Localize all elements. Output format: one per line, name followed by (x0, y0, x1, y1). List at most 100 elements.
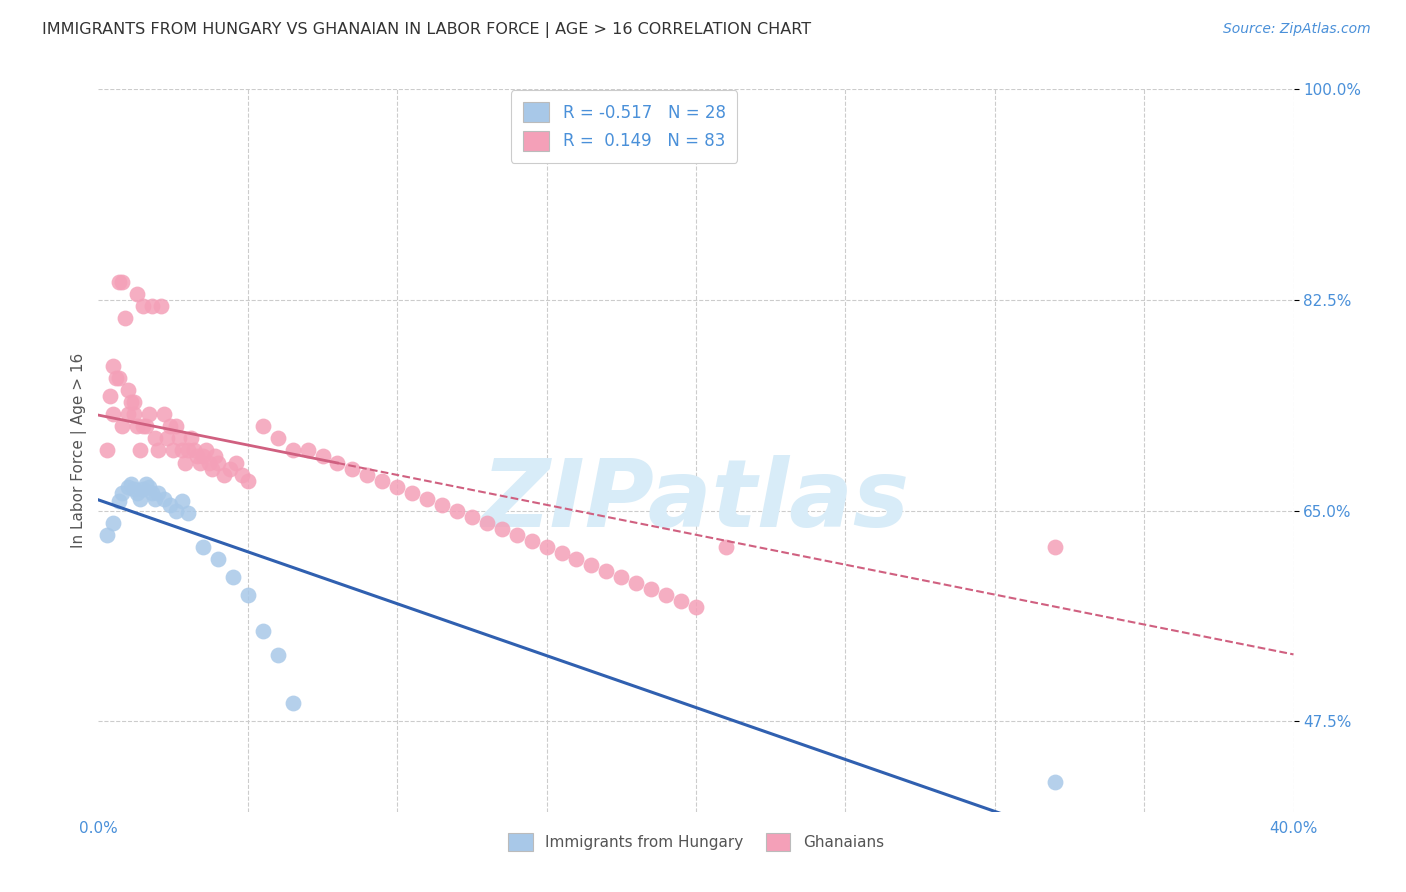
Text: IMMIGRANTS FROM HUNGARY VS GHANAIAN IN LABOR FORCE | AGE > 16 CORRELATION CHART: IMMIGRANTS FROM HUNGARY VS GHANAIAN IN L… (42, 22, 811, 38)
Point (165, 503, 187, 517)
Point (401, 485, 423, 500)
Point (191, 450, 214, 464)
Point (105, 371, 128, 385)
Point (124, 395, 146, 409)
Point (342, 461, 364, 475)
Point (114, 310, 136, 325)
Point (138, 480, 160, 494)
Legend: Immigrants from Hungary, Ghanaians: Immigrants from Hungary, Ghanaians (498, 822, 894, 862)
Point (103, 359, 125, 373)
Point (252, 624, 274, 639)
Point (96, 527, 118, 541)
Point (188, 455, 211, 469)
Point (177, 506, 200, 520)
Point (117, 480, 139, 494)
Point (148, 485, 170, 500)
Point (117, 407, 139, 422)
Point (219, 461, 242, 475)
Text: Source: ZipAtlas.com: Source: ZipAtlas.com (1223, 22, 1371, 37)
Point (461, 509, 484, 524)
Point (108, 494, 131, 508)
Point (127, 419, 149, 434)
Point (281, 697, 304, 711)
Point (311, 450, 333, 464)
Point (252, 419, 274, 434)
Point (225, 455, 247, 469)
Point (581, 558, 603, 572)
Point (475, 516, 498, 530)
Point (669, 594, 692, 608)
Point (153, 407, 176, 422)
Point (135, 477, 157, 491)
Point (212, 467, 235, 482)
Point (174, 455, 197, 469)
Point (172, 443, 194, 458)
Point (124, 407, 146, 422)
Point (132, 482, 155, 496)
Point (626, 576, 648, 591)
Point (550, 546, 572, 560)
Point (141, 485, 163, 500)
Point (685, 600, 707, 615)
Point (191, 540, 214, 554)
Point (610, 570, 633, 584)
Point (159, 419, 181, 434)
Point (156, 431, 179, 445)
Point (127, 485, 149, 500)
Point (167, 431, 190, 445)
Point (120, 477, 142, 491)
Point (281, 443, 304, 458)
Point (204, 450, 226, 464)
Point (201, 461, 224, 475)
Point (267, 431, 290, 445)
Text: ZIPatlas: ZIPatlas (482, 455, 910, 547)
Point (236, 474, 259, 488)
Point (127, 287, 149, 301)
Point (198, 455, 221, 469)
Point (267, 648, 290, 662)
Point (356, 467, 378, 482)
Point (135, 419, 157, 434)
Point (536, 540, 558, 554)
Point (143, 431, 166, 445)
Point (103, 407, 125, 422)
Point (129, 491, 152, 506)
Point (153, 491, 176, 506)
Point (520, 533, 543, 548)
Point (150, 299, 173, 313)
Point (207, 455, 229, 469)
Point (103, 516, 125, 530)
Point (132, 419, 155, 434)
Point (491, 522, 513, 536)
Point (506, 527, 529, 541)
Point (138, 407, 160, 422)
Point (120, 395, 142, 409)
Point (446, 503, 468, 517)
Point (141, 299, 163, 313)
Point (129, 443, 152, 458)
Point (371, 474, 394, 488)
Point (165, 419, 187, 434)
Point (430, 498, 453, 512)
Point (162, 443, 184, 458)
Point (640, 582, 662, 596)
Point (159, 498, 181, 512)
Point (207, 551, 229, 566)
Point (195, 443, 218, 458)
Point (231, 467, 253, 482)
Point (416, 491, 439, 506)
Point (132, 299, 155, 313)
Point (117, 384, 139, 398)
Point (326, 455, 349, 469)
Point (108, 371, 131, 385)
Point (565, 551, 588, 566)
Point (595, 564, 617, 578)
Point (111, 419, 134, 434)
Point (1043, 540, 1066, 554)
Point (177, 443, 200, 458)
Point (297, 443, 319, 458)
Point (385, 480, 409, 494)
Point (111, 485, 134, 500)
Point (172, 494, 194, 508)
Point (96, 443, 118, 458)
